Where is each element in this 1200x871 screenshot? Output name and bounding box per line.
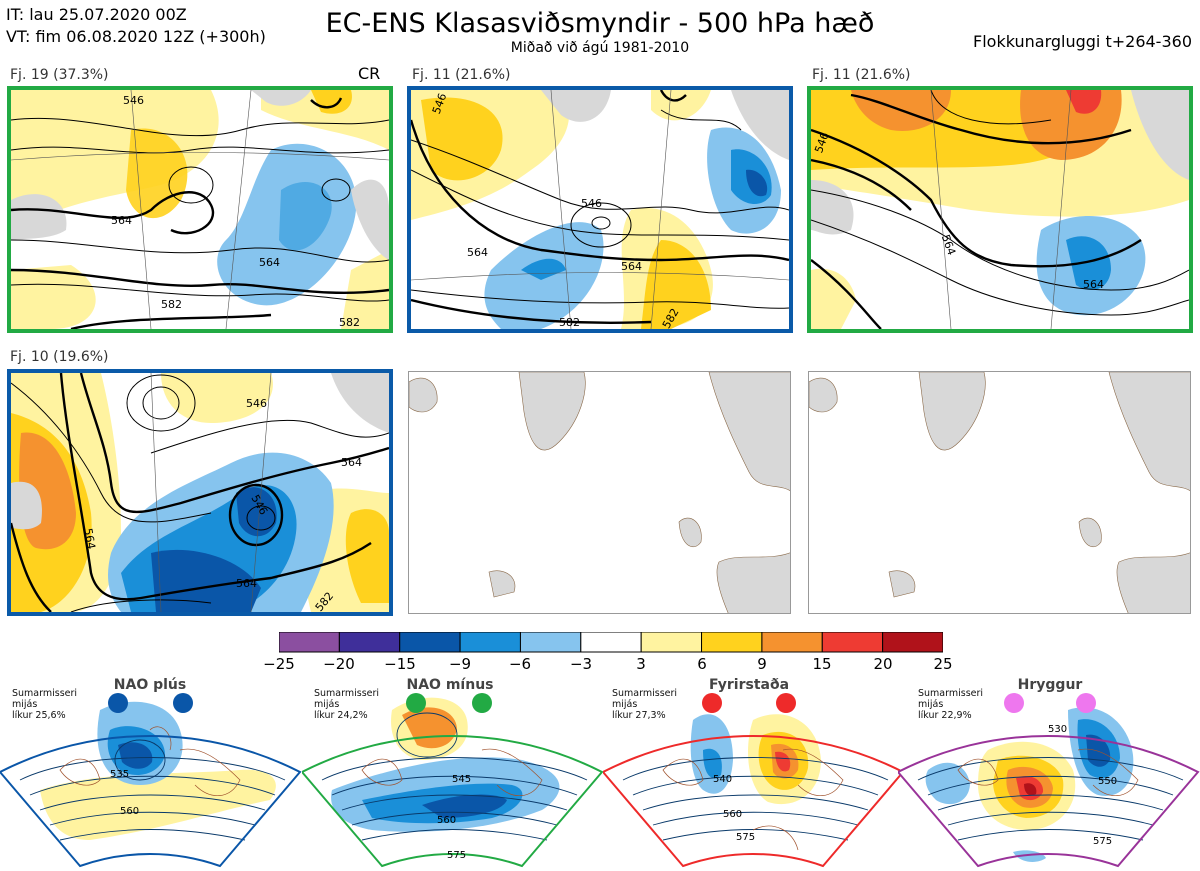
contour-label: 564 [236, 577, 257, 590]
contour-label: 582 [339, 316, 360, 329]
colorbar-label: 3 [636, 655, 646, 673]
cluster-map-3[interactable]: 546 564 564 [807, 86, 1193, 333]
colorbar-label: 25 [933, 655, 953, 673]
regime-title-blocking: Fyrirstaða [708, 677, 790, 693]
regime-dot-blocking [702, 693, 722, 713]
regime-title-ridge: Hryggur [1017, 677, 1083, 693]
contour-label: 582 [161, 298, 182, 311]
colorbar-label: 6 [697, 655, 707, 673]
regime-frame [302, 735, 604, 868]
colorbar-cell [882, 632, 943, 653]
colorbar-cell [761, 632, 823, 653]
regime-title-nao-minus: NAO mínus [406, 677, 494, 693]
run-info: IT: lau 25.07.2020 00Z VT: fim 06.08.202… [6, 4, 266, 48]
colorbar-label: 9 [757, 655, 767, 673]
empty-map-6 [808, 371, 1191, 614]
contour-label: 564 [341, 456, 362, 469]
contour-label: 564 [259, 256, 280, 269]
contour-label: 564 [621, 260, 642, 273]
cluster-map-4[interactable]: 546 546 564 564 564 582 [7, 369, 393, 616]
contour-label: 560 [723, 809, 742, 820]
contour-label: 560 [120, 806, 139, 817]
colorbar-cell [701, 632, 763, 653]
initial-time: IT: lau 25.07.2020 00Z [6, 5, 187, 24]
contour-label: 546 [246, 397, 267, 410]
colorbar-label: −3 [569, 655, 593, 673]
colorbar-label: 15 [812, 655, 832, 673]
cluster-label-2: Fj. 11 (21.6%) [412, 67, 511, 83]
colorbar-label: −25 [263, 655, 295, 673]
contour-label: 564 [81, 527, 97, 550]
regime-note-blocking: Sumarmisseri mijás líkur 27,3% [612, 688, 678, 721]
contour-label: 560 [437, 815, 456, 826]
regime-frame [603, 735, 905, 868]
regime-map-blocking[interactable]: 540 560 575 [603, 690, 905, 871]
contour-label: 545 [452, 774, 471, 785]
regime-note-ridge: Sumarmisseri mijás líkur 22,9% [918, 688, 984, 721]
cluster-label-4: Fj. 10 (19.6%) [10, 349, 109, 365]
regime-frame [898, 735, 1200, 868]
colorbar-label: −6 [508, 655, 532, 673]
colorbar-cell [459, 632, 521, 653]
contour-label: 564 [467, 246, 488, 259]
cluster-map-1[interactable]: 546 564 564 582 582 [7, 86, 393, 333]
contour-label: 564 [111, 214, 132, 227]
regime-map-nao-minus[interactable]: 545 560 575 [302, 690, 604, 871]
cluster-map-2[interactable]: 546 546 564 564 582 582 [407, 86, 793, 333]
regime-dot-nao-minus [406, 693, 426, 713]
contour-label: 546 [123, 94, 144, 107]
valid-time: VT: fim 06.08.2020 12Z (+300h) [6, 27, 266, 46]
colorbar-cell [279, 632, 340, 653]
colorbar-cell [399, 632, 461, 653]
regime-dot-nao-plus [108, 693, 128, 713]
regime-dot-nao-minus [472, 693, 492, 713]
regime-note-nao-minus: Sumarmisseri mijás líkur 24,2% [314, 688, 380, 721]
page-subtitle: Miðað við ágú 1981-2010 [510, 40, 690, 56]
regime-frame [0, 735, 302, 868]
contour-label: 575 [736, 832, 755, 843]
colorbar-cell [640, 632, 703, 653]
clustering-window: Flokkunargluggi t+264-360 [973, 32, 1192, 51]
colorbar-label: −9 [448, 655, 472, 673]
colorbar-label: −20 [323, 655, 355, 673]
colorbar-cell [338, 632, 401, 653]
regime-map-ridge[interactable]: 530 550 575 [898, 690, 1200, 871]
colorbar-cell [580, 632, 642, 653]
colorbar [279, 632, 943, 653]
contour-label: 540 [713, 774, 732, 785]
contour-label: 535 [110, 769, 129, 780]
contour-label: 550 [1098, 776, 1117, 787]
contour-label: 575 [447, 850, 466, 861]
colorbar-cell [519, 632, 582, 653]
contour-label: 575 [1093, 836, 1112, 847]
regime-dot-ridge [1076, 693, 1096, 713]
regime-dot-ridge [1004, 693, 1024, 713]
regime-dot-nao-plus [173, 693, 193, 713]
colorbar-label: −15 [384, 655, 416, 673]
cluster-label-3: Fj. 11 (21.6%) [812, 67, 911, 83]
regime-title-nao-plus: NAO plús [113, 677, 187, 693]
contour-label: 530 [1048, 724, 1067, 735]
cr-label: CR [358, 64, 381, 83]
contour-label: 546 [581, 197, 602, 210]
regime-note-nao-plus: Sumarmisseri mijás líkur 25,6% [12, 688, 78, 721]
contour-label: 564 [1083, 278, 1104, 291]
empty-map-5 [408, 371, 791, 614]
regime-map-nao-plus[interactable]: 535 560 [0, 690, 302, 871]
cluster-label-1: Fj. 19 (37.3%) [10, 67, 109, 83]
page-title: EC-ENS Klasasviðsmyndir - 500 hPa hæð [325, 8, 875, 39]
contour-label: 582 [559, 316, 580, 329]
colorbar-label: 20 [873, 655, 893, 673]
colorbar-cell [821, 632, 884, 653]
regime-dot-blocking [776, 693, 796, 713]
